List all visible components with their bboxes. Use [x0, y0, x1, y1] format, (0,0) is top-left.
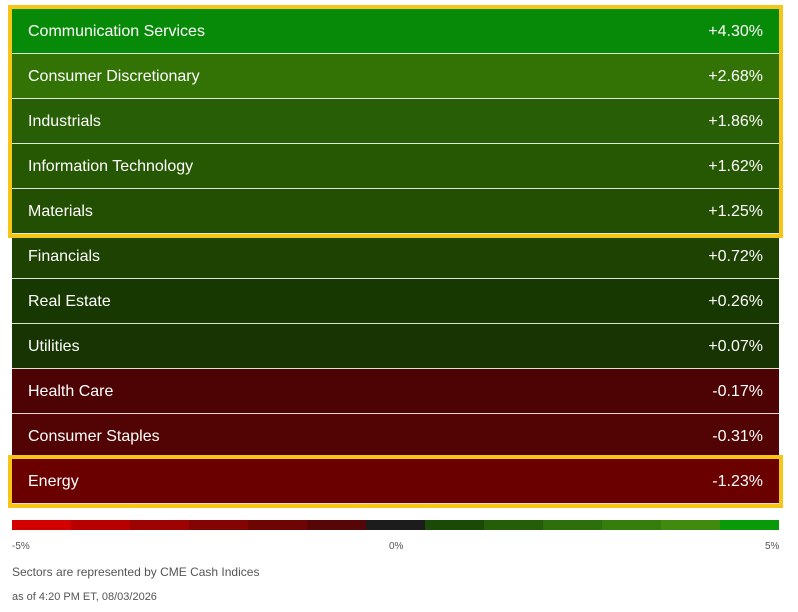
sector-name: Energy	[28, 473, 79, 490]
timestamp-note: as of 4:20 PM ET, 08/03/2026	[12, 591, 157, 603]
sector-row[interactable]: Communication Services +4.30%	[12, 9, 779, 54]
sector-change: +2.68%	[708, 68, 763, 85]
sector-change: -1.23%	[712, 473, 763, 490]
sector-change: +1.62%	[708, 158, 763, 175]
sector-name: Industrials	[28, 113, 101, 130]
scale-min-label: -5%	[12, 541, 30, 552]
scale-segment	[720, 520, 779, 530]
sector-name: Information Technology	[28, 158, 194, 175]
sector-row[interactable]: Industrials +1.86%	[12, 99, 779, 144]
sector-row[interactable]: Financials +0.72%	[12, 234, 779, 279]
sector-name: Financials	[28, 248, 101, 265]
scale-segment	[130, 520, 189, 530]
sector-name: Utilities	[28, 338, 80, 355]
sector-name: Consumer Staples	[28, 428, 160, 445]
sector-row[interactable]: Energy -1.23%	[12, 459, 779, 504]
sector-row[interactable]: Information Technology +1.62%	[12, 144, 779, 189]
scale-mid-label: 0%	[389, 541, 404, 552]
scale-segment	[307, 520, 366, 530]
sector-name: Communication Services	[28, 23, 205, 40]
sector-row[interactable]: Consumer Staples -0.31%	[12, 414, 779, 459]
scale-segment	[189, 520, 248, 530]
scale-segment	[661, 520, 720, 530]
sector-change: +1.86%	[708, 113, 763, 130]
scale-segment	[248, 520, 307, 530]
scale-segment	[425, 520, 484, 530]
sector-change: +4.30%	[708, 23, 763, 40]
source-note: Sectors are represented by CME Cash Indi…	[12, 565, 260, 579]
sector-change: -0.17%	[712, 383, 763, 400]
sector-name: Real Estate	[28, 293, 111, 310]
sector-row[interactable]: Real Estate +0.26%	[12, 279, 779, 324]
sector-change: -0.31%	[712, 428, 763, 445]
sector-row[interactable]: Consumer Discretionary +2.68%	[12, 54, 779, 99]
scale-max-label: 5%	[765, 541, 780, 552]
color-scale-bar	[12, 520, 779, 530]
sector-name: Materials	[28, 203, 93, 220]
scale-segment	[484, 520, 543, 530]
sector-row[interactable]: Health Care -0.17%	[12, 369, 779, 414]
scale-segment	[12, 520, 71, 530]
sector-change: +1.25%	[708, 203, 763, 220]
sector-row[interactable]: Materials +1.25%	[12, 189, 779, 234]
scale-segment	[366, 520, 425, 530]
sector-change: +0.07%	[708, 338, 763, 355]
sector-change: +0.26%	[708, 293, 763, 310]
sector-heatmap: Communication Services +4.30% Consumer Dis…	[8, 5, 783, 508]
sector-change: +0.72%	[708, 248, 763, 265]
scale-segment	[71, 520, 130, 530]
scale-segment	[543, 520, 602, 530]
sector-row[interactable]: Utilities +0.07%	[12, 324, 779, 369]
sector-name: Health Care	[28, 383, 114, 400]
scale-segment	[602, 520, 661, 530]
sector-name: Consumer Discretionary	[28, 68, 200, 85]
